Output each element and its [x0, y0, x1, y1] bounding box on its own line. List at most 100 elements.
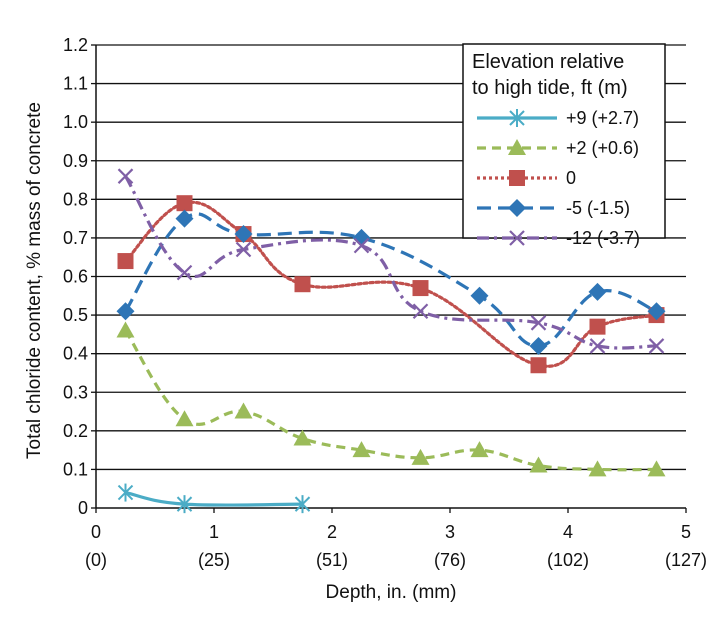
tick-labels: 0 0.1 0.2 0.3 0.4 0.5 0.6 0.7 0.8 0.9 1.0 1.1 1.2 0 (0… [63, 35, 707, 570]
y-tick-label: 0.8 [63, 189, 88, 209]
y-tick-label: 0 [78, 498, 88, 518]
data-point-shape [294, 276, 311, 293]
data-point-shape [588, 460, 607, 477]
x-tick-label: 0 [91, 522, 101, 542]
data-point-shape [293, 429, 312, 446]
data-point [293, 429, 312, 446]
data-point-shape [530, 357, 547, 374]
data-point [529, 336, 548, 355]
data-point [412, 303, 429, 320]
legend-swatch-marker [508, 199, 526, 217]
data-point [589, 318, 606, 335]
data-point [294, 495, 311, 514]
data-point-shape [470, 286, 489, 305]
data-point [589, 338, 606, 354]
data-point-shape [234, 402, 253, 419]
legend-swatch-marker-shape [508, 139, 526, 155]
legend-entry: -5 (-1.5) [477, 198, 630, 218]
data-point-shape [647, 302, 666, 321]
data-point [175, 410, 194, 427]
data-point [294, 276, 311, 293]
series-3 [116, 209, 666, 355]
data-point-shape [589, 318, 606, 335]
series-line [124, 175, 657, 350]
x-axis-title: Depth, in. (mm) [326, 582, 457, 603]
data-point-shape [412, 280, 429, 297]
data-point [648, 338, 665, 354]
legend-entry: +9 (+2.7) [477, 108, 639, 128]
data-point-shape [588, 282, 607, 301]
y-tick-label: 0.5 [63, 305, 88, 325]
legend-swatch-marker-shape [509, 170, 525, 186]
legend-entry: 0 [477, 168, 576, 188]
data-point [588, 460, 607, 477]
series-line [125, 490, 303, 507]
data-point-shape [175, 410, 194, 427]
data-point-stroke-b [235, 241, 252, 258]
data-point [175, 209, 194, 228]
data-point [176, 195, 193, 212]
data-point [117, 253, 134, 270]
x-tick-sublabel: (51) [316, 550, 348, 570]
data-point [352, 441, 371, 458]
data-point [234, 225, 253, 244]
data-point-shape [175, 209, 194, 228]
data-point-shape [176, 195, 193, 212]
y-tick-label: 0.1 [63, 459, 88, 479]
data-point [530, 315, 547, 331]
data-point-shape [411, 448, 430, 465]
data-point-stroke-b [176, 264, 193, 281]
x-tick-label: 1 [209, 522, 219, 542]
legend-label: 0 [566, 168, 576, 188]
legend: Elevation relative to high tide, ft (m) … [462, 43, 666, 248]
series-1 [116, 321, 666, 477]
data-point [176, 495, 193, 514]
data-point [117, 168, 134, 184]
data-point-stroke-b [412, 303, 429, 320]
data-point-shape [116, 302, 135, 321]
series-line [124, 329, 657, 472]
legend-title-line-1: Elevation relative [472, 51, 624, 73]
y-tick-label: 0.3 [63, 382, 88, 402]
legend-swatch-marker [509, 170, 525, 186]
data-point-shape [234, 225, 253, 244]
data-point [117, 483, 134, 502]
data-point-shape [529, 456, 548, 473]
legend-swatch-marker [509, 109, 525, 127]
y-axis-title: Total chloride content, % mass of concre… [24, 102, 45, 459]
legend-swatch-marker [508, 139, 526, 155]
y-tick-label: 0.6 [63, 267, 88, 287]
series-line [123, 200, 659, 368]
x-tick-label: 2 [327, 522, 337, 542]
data-point-shape [352, 441, 371, 458]
data-point [116, 321, 135, 338]
data-point [530, 357, 547, 374]
x-tick-sublabel: (102) [547, 550, 589, 570]
data-point-stroke-b [353, 237, 370, 254]
data-point [235, 241, 252, 258]
data-point-shape [116, 321, 135, 338]
data-point [529, 456, 548, 473]
data-point [588, 282, 607, 301]
data-point [176, 264, 193, 281]
y-tick-label: 1.2 [63, 35, 88, 55]
data-point [116, 302, 135, 321]
legend-label: -12 (-3.7) [566, 228, 640, 248]
legend-entry: +2 (+0.6) [477, 138, 639, 158]
data-point-stroke-b [530, 315, 547, 331]
data-point [411, 448, 430, 465]
series [116, 168, 666, 514]
legend-entry: -12 (-3.7) [477, 228, 640, 248]
y-tick-label: 0.9 [63, 151, 88, 171]
data-point [647, 302, 666, 321]
data-point-stroke-b [648, 338, 665, 354]
x-tick-sublabel: (25) [198, 550, 230, 570]
legend-label: -5 (-1.5) [566, 198, 630, 218]
x-tick-sublabel: (127) [665, 550, 707, 570]
legend-entries: +9 (+2.7) +2 (+0.6) 0 -5 (-1.5) -12 (-3.7) [477, 108, 640, 248]
data-point [353, 237, 370, 254]
legend-title-line-2: to high tide, ft (m) [472, 77, 628, 99]
data-point [647, 460, 666, 477]
x-tick-sublabel: (0) [85, 550, 107, 570]
